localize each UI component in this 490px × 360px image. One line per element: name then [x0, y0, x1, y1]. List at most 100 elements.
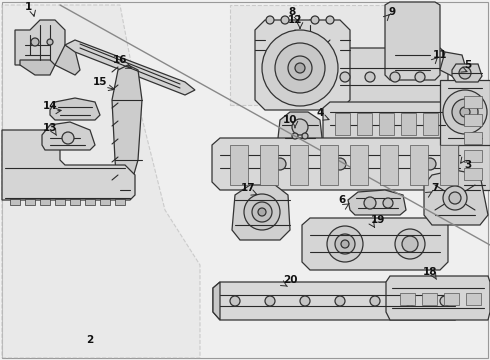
Bar: [380, 145, 398, 185]
Circle shape: [334, 158, 346, 170]
Circle shape: [384, 158, 396, 170]
Polygon shape: [42, 122, 95, 150]
Polygon shape: [455, 282, 462, 320]
Text: 11: 11: [433, 50, 447, 60]
Text: 13: 13: [43, 123, 57, 133]
Circle shape: [424, 158, 436, 170]
Polygon shape: [255, 20, 350, 110]
Bar: [401, 113, 416, 135]
Circle shape: [281, 16, 289, 24]
Circle shape: [266, 16, 274, 24]
Text: 10: 10: [283, 115, 297, 125]
Circle shape: [395, 229, 425, 259]
Bar: [410, 145, 428, 185]
Circle shape: [307, 40, 317, 50]
Polygon shape: [335, 48, 362, 75]
Polygon shape: [230, 5, 390, 105]
Bar: [444, 293, 459, 305]
Polygon shape: [440, 80, 490, 145]
Bar: [260, 145, 278, 185]
Bar: [115, 199, 125, 205]
Circle shape: [340, 72, 350, 82]
Circle shape: [364, 197, 376, 209]
Polygon shape: [55, 45, 80, 75]
Text: 16: 16: [113, 55, 127, 65]
Circle shape: [326, 16, 334, 24]
Bar: [10, 199, 20, 205]
Text: 6: 6: [339, 195, 345, 205]
Bar: [290, 145, 308, 185]
Text: 4: 4: [317, 108, 324, 118]
Circle shape: [274, 158, 286, 170]
Circle shape: [443, 90, 487, 134]
Bar: [70, 199, 80, 205]
Circle shape: [452, 99, 478, 125]
Circle shape: [62, 132, 74, 144]
Text: 12: 12: [288, 15, 302, 25]
Circle shape: [302, 133, 308, 139]
Bar: [357, 113, 372, 135]
Polygon shape: [232, 185, 290, 240]
Bar: [320, 145, 338, 185]
Bar: [350, 145, 368, 185]
Circle shape: [265, 296, 275, 306]
Polygon shape: [452, 64, 482, 82]
Circle shape: [230, 296, 240, 306]
Polygon shape: [348, 190, 406, 215]
Bar: [464, 168, 482, 180]
Polygon shape: [15, 20, 65, 65]
Polygon shape: [212, 138, 468, 190]
Bar: [464, 150, 482, 162]
Bar: [379, 113, 394, 135]
Circle shape: [335, 234, 355, 254]
Text: 18: 18: [423, 267, 437, 277]
Circle shape: [390, 72, 400, 82]
Polygon shape: [112, 65, 142, 195]
Circle shape: [292, 119, 308, 135]
Bar: [464, 132, 482, 144]
Circle shape: [327, 226, 363, 262]
Polygon shape: [332, 48, 448, 105]
Text: 15: 15: [93, 77, 107, 87]
Polygon shape: [2, 5, 200, 358]
Text: 14: 14: [43, 101, 57, 111]
Polygon shape: [213, 282, 220, 320]
Bar: [230, 145, 248, 185]
Polygon shape: [424, 170, 488, 225]
Text: 5: 5: [465, 60, 471, 70]
Circle shape: [335, 296, 345, 306]
Bar: [25, 199, 35, 205]
Circle shape: [383, 198, 393, 208]
Circle shape: [262, 30, 338, 106]
Circle shape: [370, 296, 380, 306]
Text: 20: 20: [283, 275, 297, 285]
Circle shape: [300, 296, 310, 306]
Circle shape: [440, 296, 450, 306]
Circle shape: [460, 107, 470, 117]
Circle shape: [443, 186, 467, 210]
Bar: [55, 199, 65, 205]
Polygon shape: [458, 102, 490, 190]
Polygon shape: [278, 112, 322, 145]
Circle shape: [415, 72, 425, 82]
Polygon shape: [385, 2, 440, 80]
Bar: [440, 145, 458, 185]
Bar: [423, 113, 438, 135]
Text: 2: 2: [86, 335, 94, 345]
Text: 1: 1: [24, 2, 32, 12]
Polygon shape: [440, 52, 468, 80]
Circle shape: [402, 236, 418, 252]
Bar: [100, 199, 110, 205]
Bar: [464, 96, 482, 108]
Polygon shape: [50, 98, 100, 120]
Circle shape: [321, 56, 329, 64]
Circle shape: [234, 158, 246, 170]
Bar: [400, 293, 415, 305]
Circle shape: [292, 133, 298, 139]
Circle shape: [31, 38, 39, 46]
Bar: [85, 199, 95, 205]
Bar: [335, 113, 350, 135]
Text: 9: 9: [389, 7, 395, 17]
Polygon shape: [213, 282, 462, 320]
Circle shape: [295, 63, 305, 73]
